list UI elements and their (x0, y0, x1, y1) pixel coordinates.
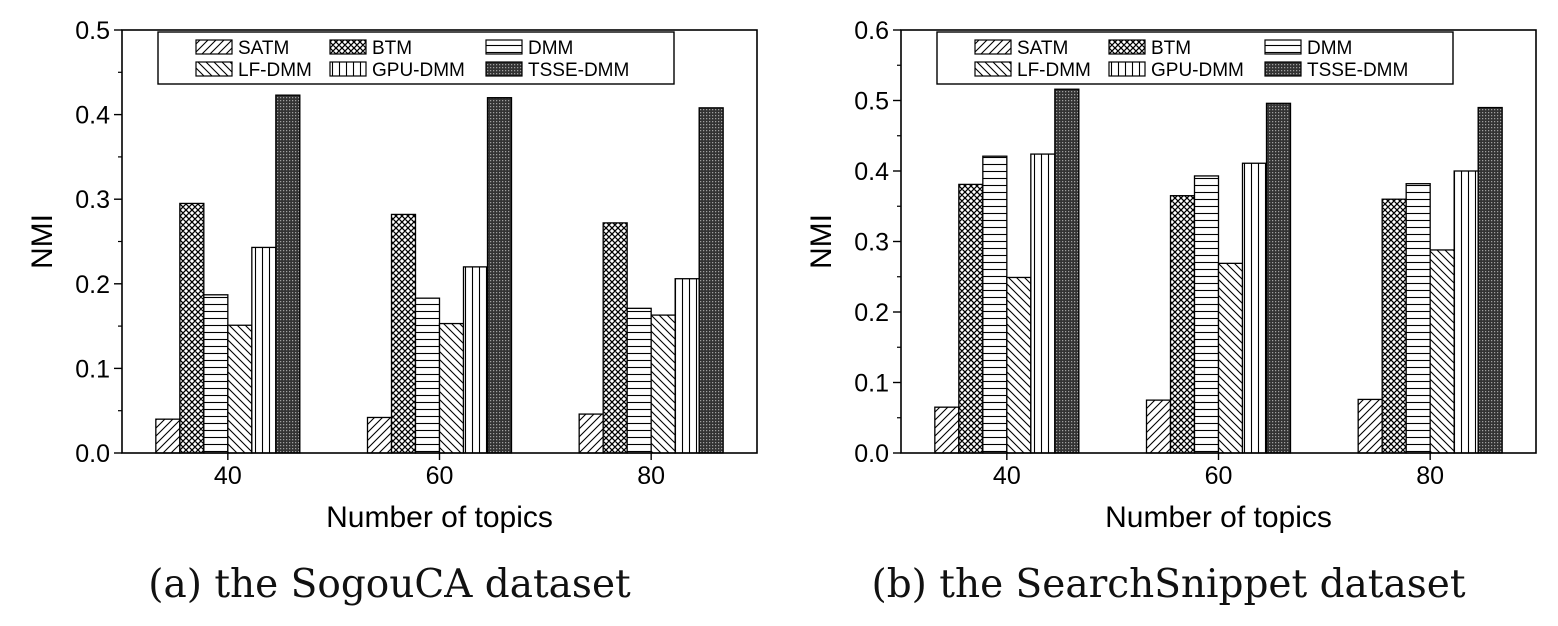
bar-gpu-dmm-60 (462, 266, 489, 454)
bar-dmm-80 (626, 307, 652, 454)
legend-swatch-gpu-dmm (1108, 61, 1146, 77)
bar-satm-80 (1357, 398, 1383, 454)
legend-swatch-tsse-dmm (485, 61, 523, 77)
x-axis-label: Number of topics (1105, 501, 1332, 534)
bars (155, 94, 724, 454)
chart-panel-a: 0.0 0.1 0.2 0.3 0.4 0.5 40 60 80 Number of topics… (26, 17, 758, 607)
bar-tsse-dmm-60 (486, 97, 513, 454)
legend-swatch-dmm (1264, 39, 1302, 55)
y-axis-label: NMI (26, 214, 59, 269)
chart-caption: (a) the SogouCA dataset (148, 562, 631, 607)
bar-dmm-40 (982, 155, 1008, 454)
y-tick-label: 0.3 (854, 229, 889, 257)
bar-btm-80 (1381, 198, 1407, 454)
y-tick-label: 0.2 (75, 271, 110, 299)
chart-panel-b: 0.0 0.1 0.2 0.3 0.4 0.5 0.6 40 60 80 Number of top… (779, 0, 1558, 626)
legend-label: TSSE-DMM (528, 60, 629, 81)
legend-label: BTM (372, 38, 412, 59)
y-tick-label: 0.4 (75, 102, 110, 130)
x-tick-label: 60 (1205, 462, 1233, 490)
x-axis-label: Number of topics (326, 501, 553, 534)
legend-box (936, 31, 1454, 85)
bar-lf-dmm-60 (1217, 262, 1244, 454)
legend-swatch-lf-dmm (974, 61, 1012, 77)
legend-label: TSSE-DMM (1307, 60, 1408, 81)
legend-label: SATM (1017, 38, 1068, 59)
y-tick-label: 0.0 (75, 440, 110, 468)
bar-dmm-60 (1193, 175, 1220, 454)
y-tick-label: 0.4 (854, 158, 889, 186)
legend-label: DMM (1307, 38, 1352, 59)
legend-label: GPU-DMM (372, 60, 465, 81)
y-tick-label: 0.3 (75, 186, 110, 214)
bar-btm-60 (390, 213, 417, 454)
legend-label: LF-DMM (1017, 60, 1091, 81)
legend-swatch-dmm (485, 39, 523, 55)
y-tick-label: 0.0 (854, 440, 889, 468)
bar-btm-40 (958, 183, 984, 454)
legend-swatch-gpu-dmm (329, 61, 367, 77)
bar-btm-80 (602, 222, 628, 454)
legend-swatch-lf-dmm (195, 61, 233, 77)
x-tick-label: 80 (637, 462, 665, 490)
bar-satm-40 (934, 406, 960, 454)
bar-gpu-dmm-80 (674, 278, 700, 454)
bar-dmm-60 (414, 297, 441, 454)
legend-label: BTM (1151, 38, 1191, 59)
bar-dmm-80 (1405, 183, 1431, 454)
bar-btm-60 (1169, 195, 1196, 454)
bar-gpu-dmm-60 (1241, 162, 1268, 454)
legend-label: SATM (238, 38, 289, 59)
x-tick-label: 40 (214, 462, 242, 490)
bar-satm-60 (366, 416, 393, 454)
x-tick-label: 40 (993, 462, 1021, 490)
bar-dmm-40 (203, 294, 229, 454)
legend: SATM BTM DMM LF-DMM GPU-DMM TSSE-DMM (157, 31, 675, 85)
bar-lf-dmm-80 (1429, 249, 1455, 454)
legend-swatch-satm (195, 39, 233, 55)
chart-searchsnippet: 0.0 0.1 0.2 0.3 0.4 0.5 0.6 40 60 80 Number of top… (805, 17, 1537, 534)
y-tick-label: 0.1 (75, 355, 110, 383)
bar-lf-dmm-40 (227, 324, 253, 454)
legend-label: LF-DMM (238, 60, 312, 81)
chart-caption: (b) the SearchSnippet dataset (871, 562, 1466, 607)
bar-lf-dmm-80 (650, 314, 676, 454)
bar-tsse-dmm-80 (1477, 106, 1503, 454)
x-tick-label: 80 (1416, 462, 1444, 490)
bars (934, 88, 1503, 454)
bar-tsse-dmm-40 (275, 94, 301, 454)
legend-swatch-satm (974, 39, 1012, 55)
bar-tsse-dmm-40 (1054, 88, 1080, 454)
bar-gpu-dmm-40 (1030, 153, 1056, 454)
bar-btm-40 (179, 202, 205, 454)
legend-swatch-tsse-dmm (1264, 61, 1302, 77)
bar-gpu-dmm-40 (251, 246, 277, 454)
bar-satm-40 (155, 418, 181, 454)
bar-lf-dmm-60 (438, 322, 465, 454)
legend-swatch-btm (1108, 39, 1146, 55)
legend-label: GPU-DMM (1151, 60, 1244, 81)
bar-tsse-dmm-80 (698, 107, 724, 454)
legend-label: DMM (528, 38, 573, 59)
bar-satm-60 (1145, 399, 1172, 454)
y-tick-label: 0.5 (75, 17, 110, 45)
y-tick-label: 0.1 (854, 370, 889, 398)
x-tick-label: 60 (426, 462, 454, 490)
legend: SATM BTM DMM LF-DMM GPU-DMM TSSE-DMM (936, 31, 1454, 85)
y-tick-label: 0.5 (854, 88, 889, 116)
legend-box (157, 31, 675, 85)
bar-lf-dmm-40 (1006, 276, 1032, 454)
legend-swatch-btm (329, 39, 367, 55)
y-tick-label: 0.6 (854, 17, 889, 45)
bar-gpu-dmm-80 (1453, 170, 1479, 454)
bar-satm-80 (578, 413, 604, 454)
chart-sogouca: 0.0 0.1 0.2 0.3 0.4 0.5 40 60 80 Number of topics… (26, 17, 758, 534)
y-axis-label: NMI (805, 214, 838, 269)
y-tick-label: 0.2 (854, 299, 889, 327)
bar-tsse-dmm-60 (1265, 102, 1292, 454)
